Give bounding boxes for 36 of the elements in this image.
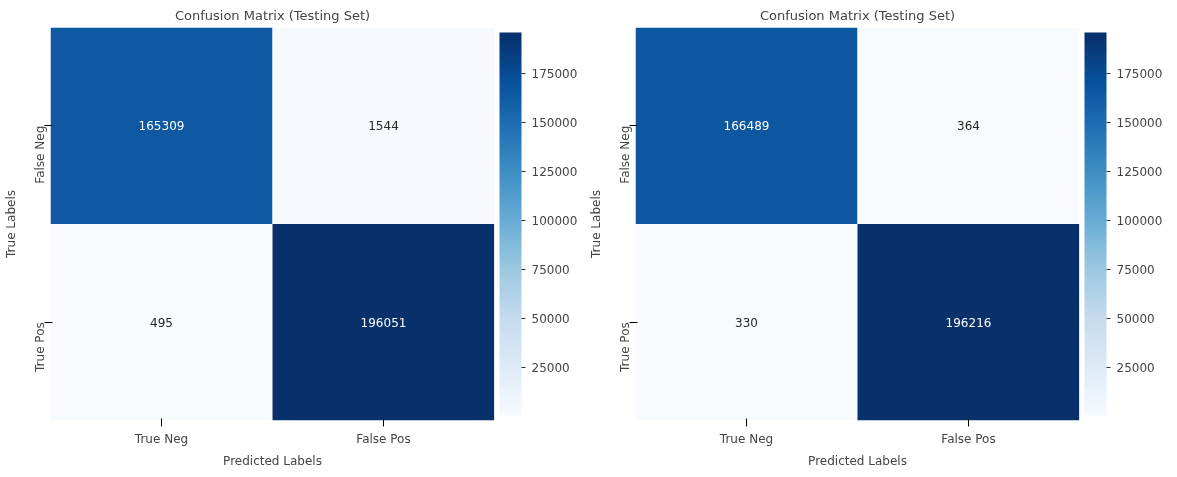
data-label: 166489: [723, 119, 770, 134]
color-bar-label: 175000: [1116, 67, 1163, 82]
color-bar-label: 75000: [1116, 263, 1155, 277]
color-bar-label: 125000: [1116, 165, 1163, 180]
x-axis-title: Predicted Labels: [223, 453, 322, 468]
chart-title: Confusion Matrix (Testing Set): [759, 7, 956, 23]
color-bar-label: 25000: [531, 361, 570, 376]
y-tick-label: True Pos: [617, 322, 632, 373]
y-axis-title: True Labels: [588, 190, 603, 259]
color-bar-label: 25000: [1116, 360, 1155, 375]
data-label: 1544: [368, 119, 399, 134]
color-bar-label: 125000: [531, 165, 578, 180]
x-axis-title: Predicted Labels: [808, 453, 907, 468]
color-bar-label: 175000: [531, 67, 578, 82]
data-label: 364: [957, 119, 980, 134]
data-label: 495: [150, 315, 173, 330]
x-tick-label: False Pos: [941, 431, 996, 446]
color-bar-label: 100000: [531, 214, 578, 229]
y-tick-label: False Neg: [617, 125, 632, 184]
data-label: 196051: [360, 315, 407, 330]
color-bar-label: 150000: [1116, 116, 1163, 131]
y-axis-title: True Labels: [3, 190, 18, 259]
chart-title: Confusion Matrix (Testing Set): [174, 7, 371, 23]
x-tick-label: True Neg: [133, 431, 189, 446]
data-label: 196216: [945, 315, 992, 330]
color-bar-label: 75000: [531, 263, 570, 278]
x-tick-label: True Neg: [718, 431, 774, 446]
color-bar-label: 50000: [1116, 311, 1155, 326]
color-bar-label: 100000: [1116, 214, 1163, 229]
data-label: 165309: [138, 119, 185, 134]
y-tick-label: False Neg: [32, 125, 47, 184]
y-tick-label: True Pos: [32, 322, 47, 373]
color-bar-label: 50000: [531, 312, 570, 327]
data-label: 330: [735, 315, 758, 330]
color-bar-label: 150000: [531, 116, 578, 131]
x-tick-label: False Pos: [356, 431, 411, 446]
